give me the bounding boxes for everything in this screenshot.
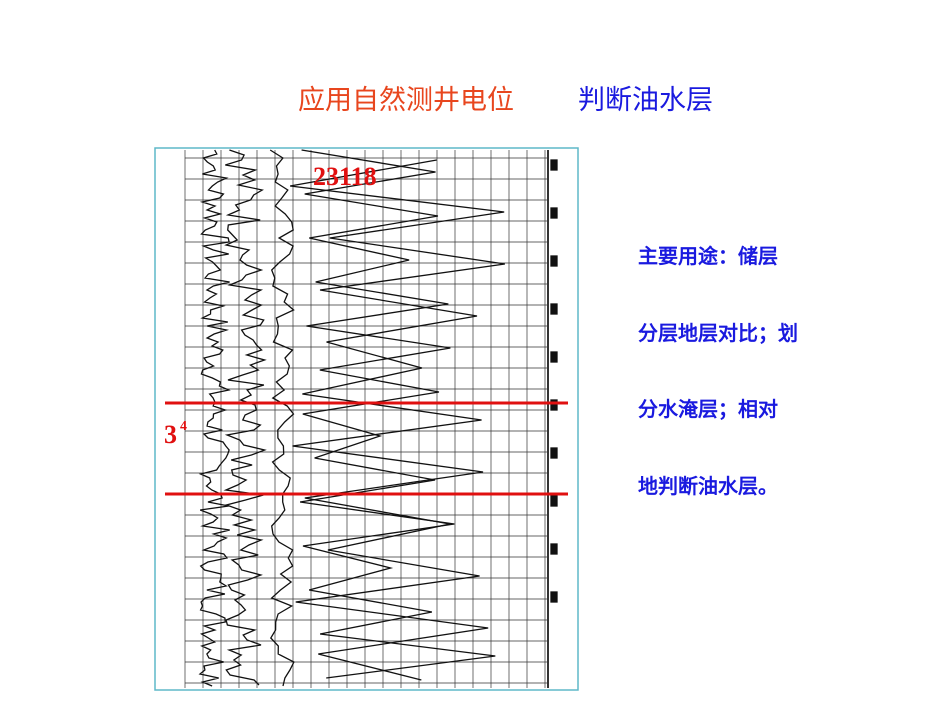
log-grid bbox=[184, 150, 549, 688]
depth-marker bbox=[550, 255, 558, 267]
depth-marker bbox=[550, 207, 558, 219]
body-line: 地判断油水层。 bbox=[638, 474, 778, 498]
log-curve bbox=[223, 149, 267, 686]
depth-marker bbox=[550, 543, 558, 555]
body-line: 分层地层对比；划 bbox=[638, 321, 798, 345]
depth-marker bbox=[550, 495, 558, 507]
body-line: 分水淹层；相对 bbox=[638, 397, 778, 421]
log-curve bbox=[198, 149, 231, 687]
well-label: 23118 bbox=[313, 162, 377, 191]
log-curve bbox=[300, 149, 496, 679]
layer-superscript: 4 bbox=[180, 419, 187, 434]
figure-frame bbox=[154, 147, 579, 691]
layer-label: 3 bbox=[164, 420, 177, 449]
title-part: 判断油水层 bbox=[578, 85, 713, 116]
title-part: 应用自然测井电位 bbox=[298, 85, 514, 116]
depth-marker bbox=[550, 159, 558, 171]
body-line: 主要用途：储层 bbox=[638, 244, 778, 268]
log-curve bbox=[290, 159, 505, 681]
depth-marker bbox=[550, 351, 558, 363]
depth-marker bbox=[550, 399, 558, 411]
depth-marker bbox=[550, 591, 558, 603]
depth-marker bbox=[550, 447, 558, 459]
depth-marker bbox=[550, 303, 558, 315]
log-curves bbox=[198, 149, 558, 687]
log-curve bbox=[269, 149, 295, 687]
